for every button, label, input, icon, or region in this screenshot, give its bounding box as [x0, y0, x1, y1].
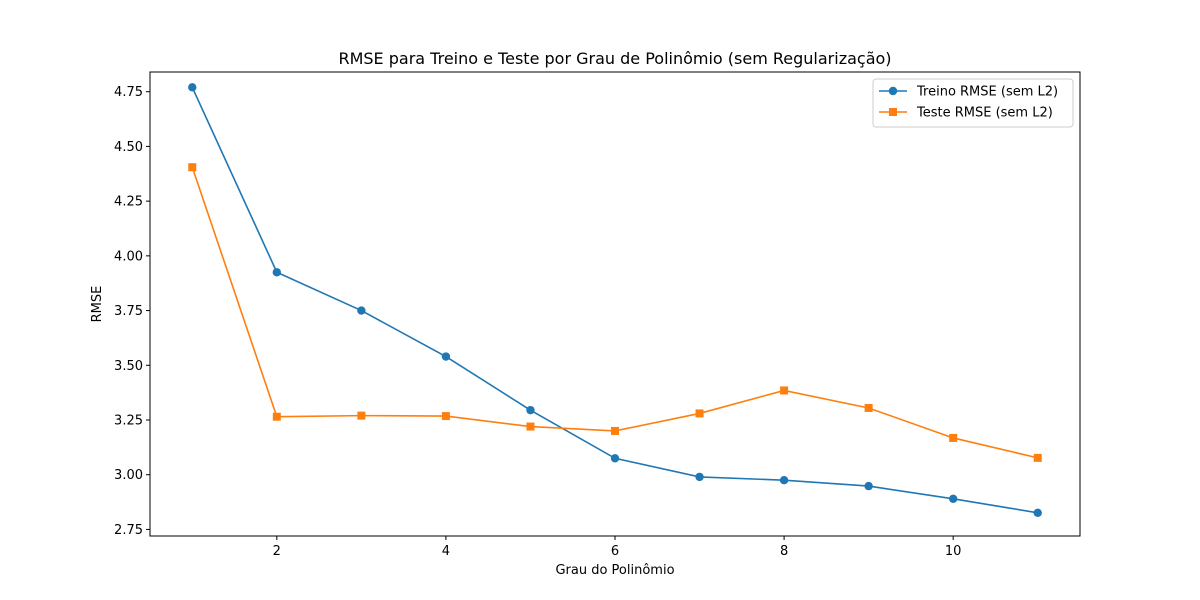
data-point-teste — [272, 412, 281, 421]
data-point-teste — [357, 411, 366, 420]
x-tick-label: 2 — [273, 544, 281, 559]
x-axis-label: Grau do Polinômio — [555, 563, 674, 578]
legend-label-treino: Treino RMSE (sem L2) — [916, 85, 1058, 100]
data-point-treino — [695, 472, 704, 482]
series-line-treino — [191, 86, 1038, 514]
data-point-teste — [695, 409, 704, 418]
legend-label-teste: Teste RMSE (sem L2) — [916, 106, 1053, 121]
y-tick-label: 2.75 — [114, 523, 143, 538]
y-tick-label: 3.25 — [114, 414, 143, 429]
y-tick-label: 4.25 — [114, 195, 143, 210]
legend: Treino RMSE (sem L2) Teste RMSE (sem L2) — [872, 78, 1074, 128]
series-layer — [188, 83, 1042, 517]
data-point-treino — [526, 405, 535, 415]
data-point-teste — [441, 412, 450, 421]
x-tick-label: 4 — [442, 544, 450, 559]
series-line-teste — [191, 166, 1038, 459]
data-point-treino — [357, 306, 366, 315]
data-point-teste — [188, 163, 197, 172]
data-point-teste — [526, 422, 535, 431]
data-point-treino — [610, 454, 620, 463]
y-axis-label: RMSE — [90, 286, 105, 323]
data-point-treino — [188, 83, 197, 92]
data-point-treino — [864, 481, 873, 491]
data-point-teste — [611, 426, 619, 435]
legend-marker-treino — [888, 86, 898, 96]
data-point-treino — [948, 494, 958, 503]
y-tick-label: 4.50 — [114, 140, 143, 155]
y-tick-label: 3.75 — [114, 304, 143, 319]
data-point-teste — [780, 386, 789, 395]
y-tick-label: 3.50 — [114, 359, 143, 374]
y-tick-label: 3.00 — [114, 468, 143, 483]
x-tick-label: 6 — [611, 544, 619, 559]
x-tick-label: 10 — [945, 544, 962, 559]
x-tick-label: 8 — [780, 544, 788, 559]
data-point-teste — [949, 433, 958, 442]
data-point-teste — [1033, 453, 1042, 462]
data-point-treino — [779, 475, 789, 485]
x-axis: 2 4 6 8 10 — [273, 536, 962, 559]
y-tick-label: 4.75 — [114, 85, 143, 100]
y-tick-label: 4.00 — [114, 249, 143, 264]
data-point-treino — [1033, 508, 1042, 517]
data-point-treino — [441, 352, 451, 361]
plot-area — [149, 71, 1081, 537]
data-point-treino — [272, 268, 282, 277]
chart-title: RMSE para Treino e Teste por Grau de Pol… — [338, 49, 891, 68]
legend-box — [872, 78, 1074, 128]
legend-marker-teste — [889, 108, 897, 116]
data-point-teste — [864, 403, 873, 412]
y-axis: 2.75 3.00 3.25 3.50 3.75 4.00 4.25 4.50 4.75 — [114, 85, 150, 538]
